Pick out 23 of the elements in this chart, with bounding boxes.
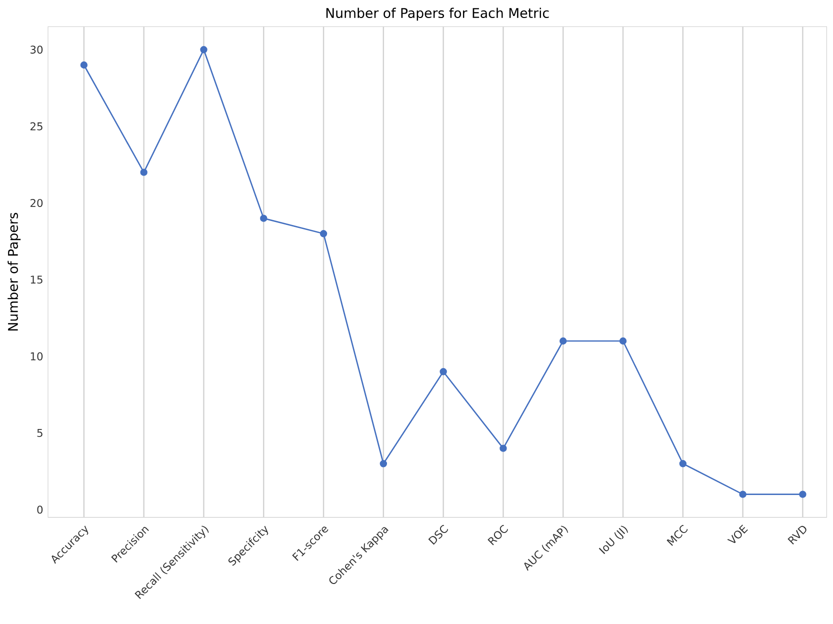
y-tick-label: 0 [37, 506, 43, 514]
point [619, 337, 627, 345]
x-tick-label: IoU (JI) [598, 526, 628, 554]
point [260, 214, 268, 222]
point [500, 444, 507, 452]
point [440, 368, 447, 376]
y-axis-title: Number of Papers [8, 212, 21, 330]
y-tick-label: 30 [30, 46, 43, 54]
y-tick-label: 5 [37, 429, 42, 437]
point [200, 46, 208, 54]
y-tick-label: 15 [30, 276, 42, 284]
chart-title: Number of Papers for Each Metric [326, 8, 549, 21]
point [739, 490, 746, 498]
y-tick-label: 10 [30, 352, 43, 360]
point [320, 230, 328, 238]
point [560, 337, 567, 345]
y-tick-label: 25 [30, 122, 42, 130]
point [679, 460, 687, 468]
point [799, 490, 806, 498]
y-tick-label: 20 [30, 198, 43, 208]
point [80, 61, 88, 69]
point [380, 460, 388, 468]
point [140, 168, 148, 176]
